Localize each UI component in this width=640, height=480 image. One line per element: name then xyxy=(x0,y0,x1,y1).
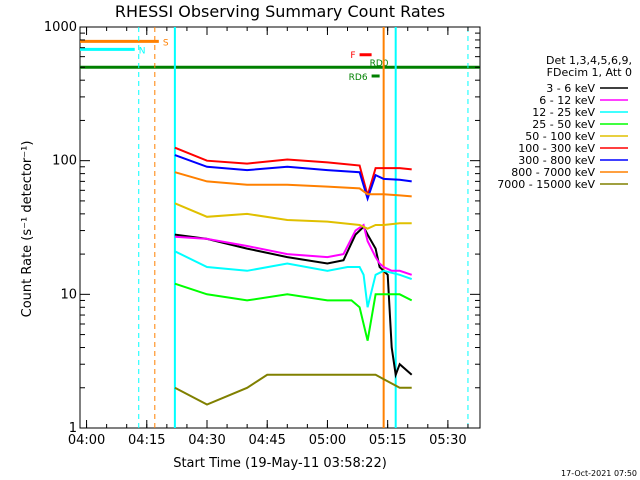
legend-label-12-25-kev: 12 - 25 keV xyxy=(532,106,595,119)
series-line-300-800-kev xyxy=(174,154,412,202)
y-tick-label-10: 10 xyxy=(60,287,77,302)
chart-title: RHESSI Observing Summary Count Rates xyxy=(115,2,445,21)
plot-area xyxy=(79,26,481,429)
legend-label-6-12-kev: 6 - 12 keV xyxy=(539,94,595,107)
x-tick-label-05-30: 05:30 xyxy=(429,433,466,448)
axes: 04:00 04:15 04:30 04:45 05:00 05:15 05:30 1 10 10… xyxy=(44,20,480,448)
series-line-7000-15000-kev xyxy=(174,373,412,406)
plot-frame xyxy=(79,26,481,429)
y-tick-label-1: 1 xyxy=(69,421,77,436)
y-axis-label: Count Rate (s⁻¹ detector⁻¹) xyxy=(20,141,35,318)
legend: Det 1,3,4,5,6,9,FDecim 1, Att 0 3 - 6 keV… xyxy=(497,54,632,191)
y-tick-label-1000: 1000 xyxy=(44,20,77,35)
y-tick-label-100: 100 xyxy=(52,154,77,169)
legend-label-7000-15000-kev: 7000 - 15000 keV xyxy=(497,178,595,191)
x-tick-label-04-15: 04:15 xyxy=(128,433,165,448)
legend-label-25-50-kev: 25 - 50 keV xyxy=(532,118,595,131)
flag-label-s: S xyxy=(163,38,169,48)
series-line-100-300-kev xyxy=(174,146,412,200)
x-tick-label-04-00: 04:00 xyxy=(68,433,105,448)
x-tick-label-04-45: 04:45 xyxy=(248,433,285,448)
legend-label-50-100-kev: 50 - 100 keV xyxy=(525,130,595,143)
flag-label-rd0: RD0 xyxy=(370,59,389,69)
legend-header-line: Det 1,3,4,5,6,9, xyxy=(546,54,632,67)
x-axis-label: Start Time (19-May-11 03:58:22) xyxy=(173,456,387,471)
x-tick-label-04-30: 04:30 xyxy=(188,433,225,448)
flag-label-f: F xyxy=(350,51,355,61)
legend-label-800-7000-kev: 800 - 7000 keV xyxy=(511,166,595,179)
legend-header-line: FDecim 1, Att 0 xyxy=(547,66,632,79)
series-line-12-25-kev xyxy=(174,250,413,308)
series-line-3-6-kev xyxy=(174,225,413,379)
series-line-25-50-kev xyxy=(174,282,413,341)
series-layer xyxy=(174,146,413,406)
series-line-50-100-kev xyxy=(174,202,412,230)
legend-label-300-800-kev: 300 - 800 keV xyxy=(518,154,595,167)
legend-label-3-6-kev: 3 - 6 keV xyxy=(546,82,595,95)
series-line-6-12-kev xyxy=(174,223,413,276)
flag-label-n: N xyxy=(139,46,146,56)
flag-label-rd6: RD6 xyxy=(349,73,368,83)
x-tick-label-05-15: 05:15 xyxy=(369,433,406,448)
series-line-800-7000-kev xyxy=(174,171,412,198)
legend-label-100-300-kev: 100 - 300 keV xyxy=(518,142,595,155)
footer-timestamp: 17-Oct-2021 07:50 xyxy=(561,469,637,478)
x-tick-label-05-00: 05:00 xyxy=(309,433,346,448)
vertical-markers xyxy=(138,27,469,428)
